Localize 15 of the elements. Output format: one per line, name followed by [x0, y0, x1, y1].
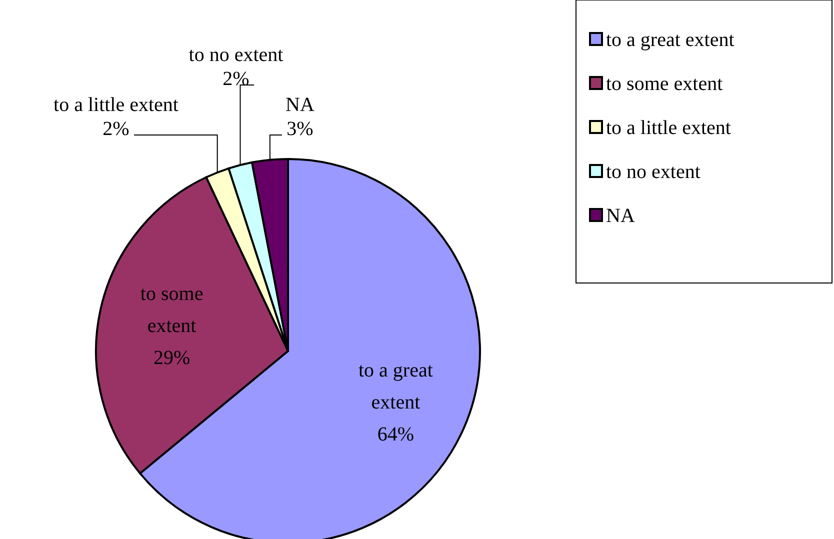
data-label: 2% [102, 118, 130, 140]
data-label: 29% [153, 347, 190, 370]
legend-label: NA [606, 205, 636, 227]
legend-label: to a great extent [606, 29, 735, 51]
legend-label: to some extent [606, 73, 724, 95]
data-label: 64% [377, 424, 414, 446]
data-label: 3% [286, 118, 314, 140]
slice-label: to a great extent [358, 360, 434, 414]
data-label: 2% [222, 68, 250, 90]
slice-label: to some extent [140, 283, 204, 338]
legend-label: to a little extent [606, 117, 732, 139]
slice-label: to a little extent [54, 94, 179, 116]
legend-label: to no extent [606, 161, 701, 183]
slice-label: to no extent [188, 44, 284, 66]
slice-label: NA [286, 94, 315, 116]
